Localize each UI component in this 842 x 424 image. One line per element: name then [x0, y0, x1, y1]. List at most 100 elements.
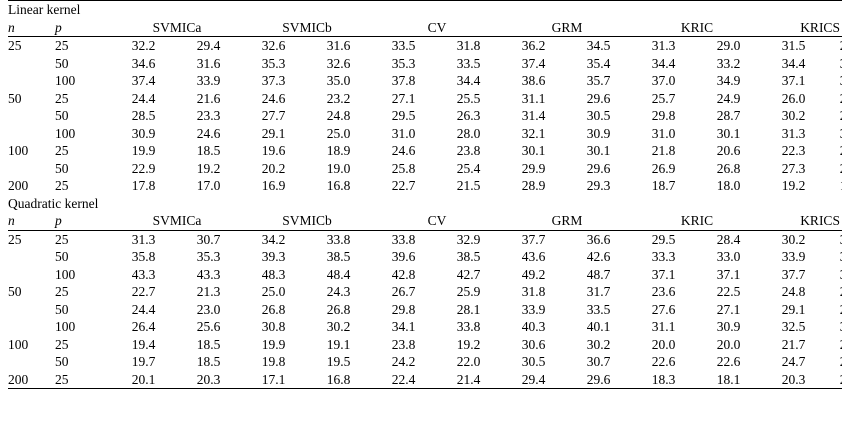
cell-value: 30.2	[586, 336, 611, 352]
cell-value: 22.9	[131, 160, 156, 176]
cell-value: 30.9	[716, 319, 741, 334]
cell-value: 26.8	[326, 301, 351, 317]
cell-value: 33.3	[651, 249, 676, 264]
cell-value: 29.9	[825, 37, 842, 55]
cell-value: 20.1	[112, 370, 175, 389]
cell-p: 50	[55, 108, 69, 123]
cell-value: 29.6	[586, 160, 611, 176]
cell-n: 50	[8, 284, 22, 299]
table-row: 25 25 32.2 29.4 32.6 31.6 33.5 31.8 36.2 34.5 31.3…	[8, 37, 842, 55]
cell-p: 25	[55, 38, 69, 53]
cell-value: 30.8	[261, 319, 286, 334]
cell-value: 24.8	[326, 108, 351, 123]
cell-value: 28.4	[716, 231, 741, 247]
cell-value: 24.2	[391, 354, 416, 369]
cell-value: 27.3	[781, 160, 806, 176]
cell-value: 18.7	[651, 178, 676, 193]
cell-value: 27.1	[391, 90, 416, 106]
cell-value: 20.3	[762, 370, 825, 389]
cell-value: 31.3	[781, 125, 806, 141]
cell-value: 33.2	[716, 55, 741, 71]
cell-value: 26.4	[131, 319, 156, 334]
cell-value: 29.1	[781, 301, 806, 317]
cell-value: 25.1	[825, 283, 842, 301]
cell-value: 29.4	[196, 38, 221, 53]
cell-value: 17.8	[131, 178, 156, 193]
cell-n	[8, 107, 55, 125]
cell-value: 22.4	[372, 370, 435, 389]
cell-value: 25.5	[456, 90, 481, 106]
cell-value: 23.0	[196, 301, 221, 317]
cell-value: 19.7	[131, 354, 156, 369]
cell-value: 18.0	[716, 178, 741, 193]
table-row: 50 19.7 18.5 19.8 19.5 24.2 22.0 30.5 30.7 22.6 22…	[8, 353, 842, 371]
cell-value: 49.2	[521, 266, 546, 282]
cell-value: 25.9	[825, 90, 842, 108]
cell-value: 29.3	[825, 301, 842, 319]
cell-n	[8, 72, 55, 90]
cell-value: 22.3	[781, 143, 806, 158]
cell-value: 24.7	[781, 354, 806, 369]
cell-n	[8, 266, 55, 284]
cell-value: 31.6	[196, 55, 221, 71]
cell-value: 22.7	[391, 178, 416, 193]
table-body: Linear kernel n p SVMICa SVMICb CV GRM KRIC KRIC…	[8, 0, 842, 389]
cell-value: 24.4	[131, 90, 156, 106]
table-row: 50 24.4 23.0 26.8 26.8 29.8 28.1 33.9 33.5 27.6 27…	[8, 301, 842, 319]
cell-value: 19.2	[196, 160, 221, 176]
cell-value: 31.7	[586, 284, 611, 299]
section-title: Linear kernel	[8, 0, 842, 19]
cell-value: 19.8	[261, 354, 286, 369]
cell-value: 31.1	[651, 319, 676, 334]
cell-value: 39.3	[261, 249, 286, 264]
cell-value: 35.3	[391, 55, 416, 71]
cell-value: 29.4	[502, 370, 565, 389]
cell-value: 34.9	[716, 73, 741, 88]
cell-value: 30.1	[716, 125, 741, 141]
cell-value: 43.6	[521, 249, 546, 264]
cell-value: 35.8	[131, 249, 156, 264]
cell-value: 18.5	[196, 336, 221, 352]
cell-n: 100	[8, 143, 29, 158]
table-row: 200 25 17.8 17.0 16.9 16.8 22.7 21.5 28.9 29.3 18.…	[8, 177, 842, 195]
cell-value: 37.0	[651, 73, 676, 88]
cell-value: 37.8	[391, 73, 416, 88]
cell-value: 34.1	[391, 319, 416, 334]
cell-value: 31.1	[521, 90, 546, 106]
cell-value: 19.6	[261, 143, 286, 158]
cell-value: 19.2	[781, 178, 806, 193]
cell-value: 24.3	[326, 284, 351, 299]
cell-value: 30.2	[326, 319, 351, 334]
cell-value: 21.8	[651, 143, 676, 158]
cell-value: 31.3	[651, 38, 676, 53]
cell-n: 25	[8, 231, 22, 247]
header-n: n	[8, 18, 55, 37]
cell-value: 29.5	[651, 231, 676, 247]
table-row: 50 35.8 35.3 39.3 38.5 39.6 38.5 43.6 42.6 33.3 33…	[8, 248, 842, 266]
cell-value: 42.6	[586, 249, 611, 264]
cell-value: 30.7	[196, 231, 221, 247]
cell-value: 24.6	[261, 90, 286, 106]
cell-value: 39.6	[391, 249, 416, 264]
header-method-svmica: SVMICa	[112, 18, 242, 37]
cell-value: 19.4	[131, 336, 156, 352]
cell-value: 34.2	[261, 231, 286, 247]
cell-value: 37.7	[781, 266, 806, 282]
cell-value: 37.4	[521, 55, 546, 71]
table-row: 25 25 31.3 30.7 34.2 33.8 33.8 32.9 37.7 36.6 29.5…	[8, 230, 842, 248]
cell-value: 38.5	[326, 249, 351, 264]
cell-value: 23.2	[326, 90, 351, 106]
cell-p: 25	[55, 284, 69, 299]
section-title-row: Quadratic kernel	[8, 195, 842, 213]
cell-value: 29.0	[716, 38, 741, 53]
column-header-row: n p SVMICa SVMICb CV GRM KRIC KRICS	[8, 212, 842, 231]
cell-p: 50	[55, 160, 69, 176]
section-title: Quadratic kernel	[8, 195, 99, 211]
cell-value: 17.1	[242, 370, 305, 389]
cell-value: 30.1	[586, 143, 611, 158]
header-method-kric: KRIC	[632, 212, 762, 231]
cell-value: 20.0	[651, 336, 676, 352]
table-row: 100 25 19.4 18.5 19.9 19.1 23.8 19.2 30.6 30.2 20.…	[8, 336, 842, 354]
header-p: p	[55, 18, 112, 37]
cell-n	[8, 160, 55, 178]
